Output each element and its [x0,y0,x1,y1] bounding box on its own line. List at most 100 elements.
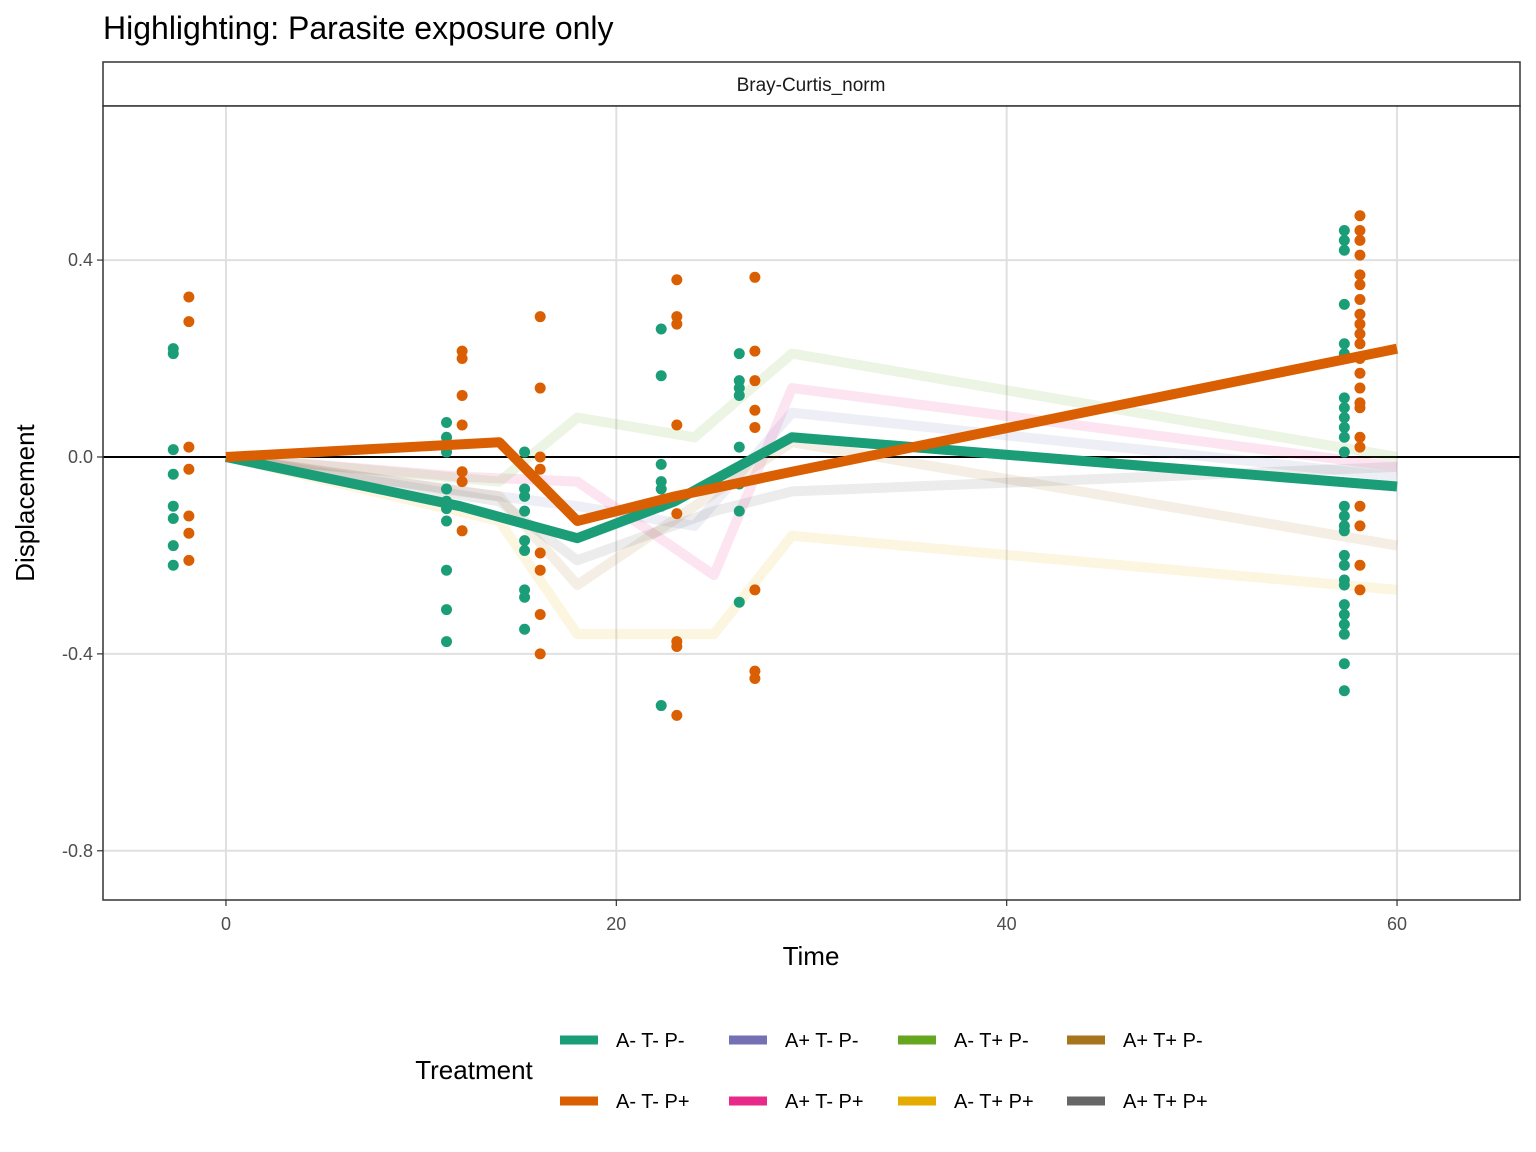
data-point [534,451,546,463]
data-point [456,466,468,478]
data-point [749,404,761,416]
data-point [1338,579,1350,591]
data-point [441,483,453,495]
facet-strip [102,61,1521,107]
data-point [1354,520,1366,532]
data-point [456,476,468,488]
legend-label: A+ T+ P+ [1123,1091,1208,1113]
data-point [441,604,453,616]
data-point [1338,525,1350,537]
data-point [519,490,531,502]
x-axis-title: Time [783,941,840,971]
data-point [1338,234,1350,246]
data-point [1354,279,1366,291]
data-point [456,353,468,365]
data-point [534,547,546,559]
data-point [167,444,179,456]
legend-label: A+ T- P+ [785,1091,864,1113]
data-point [183,291,195,303]
data-point [733,389,745,401]
data-point [733,505,745,517]
data-point [1338,412,1350,424]
data-point [1338,402,1350,414]
data-point [519,535,531,547]
data-point [1354,431,1366,443]
data-point [749,375,761,387]
series-line [224,452,1398,640]
data-point [1338,500,1350,512]
y-tick-label: -0.8 [62,841,93,861]
data-point [1338,338,1350,350]
data-point [167,468,179,480]
data-point [1338,559,1350,571]
data-point [1354,338,1366,350]
data-point [1338,244,1350,256]
series-line [225,452,1398,566]
data-point [1354,318,1366,330]
data-point [1354,584,1366,596]
data-point [519,545,531,557]
data-point [1338,599,1350,611]
data-point [1338,685,1350,697]
data-point [534,382,546,394]
data-point [671,640,683,652]
data-point [1338,225,1350,237]
data-point [655,370,667,382]
plot-border [102,105,1521,901]
data-point [534,463,546,475]
data-point [456,525,468,537]
data-point [1354,249,1366,261]
legend-item: A+ T- P+ [729,1091,864,1113]
data-point [534,311,546,323]
data-point [1354,269,1366,281]
data-point [1354,559,1366,571]
data-point [167,513,179,525]
plot-panel [103,106,1520,900]
data-point [183,554,195,566]
data-point [671,318,683,330]
legend-item: A- T- P+ [560,1091,690,1113]
data-point [1354,225,1366,237]
data-point [441,636,453,648]
data-point [1354,382,1366,394]
legend-title: Treatment [415,1055,533,1085]
data-point [1338,608,1350,620]
data-point [534,564,546,576]
legend-label: A- T+ P+ [954,1091,1034,1113]
data-point [1354,441,1366,453]
data-point [749,584,761,596]
data-point [1338,421,1350,433]
data-point [733,348,745,360]
data-point [519,623,531,635]
x-tick-label: 0 [221,914,231,934]
chart-title: Highlighting: Parasite exposure only [103,10,614,46]
legend-item: A+ T+ P- [1067,1030,1203,1052]
legend-item: A- T+ P- [898,1030,1029,1052]
data-point [1338,658,1350,670]
data-point [183,463,195,475]
x-tick-label: 20 [606,914,626,934]
data-point [1338,392,1350,404]
data-point [671,274,683,286]
data-point [183,316,195,328]
y-tick-label: 0.4 [68,250,93,270]
series-line [225,437,1398,590]
legend-label: A- T+ P- [954,1030,1029,1052]
y-tick-label: 0.0 [68,447,93,467]
legend-item: A- T- P- [560,1030,685,1052]
data-point [167,500,179,512]
x-tick-label: 40 [997,914,1017,934]
data-point [1354,367,1366,379]
data-point [1338,446,1350,458]
data-point [655,483,667,495]
y-tick-label: -0.4 [62,644,93,664]
data-point [167,348,179,360]
legend-item: A+ T- P- [729,1030,859,1052]
data-point [183,510,195,522]
data-point [1338,510,1350,522]
data-point [534,648,546,660]
legend-label: A+ T+ P- [1123,1030,1203,1052]
data-point [167,559,179,571]
legend-item: A- T+ P+ [898,1091,1034,1113]
